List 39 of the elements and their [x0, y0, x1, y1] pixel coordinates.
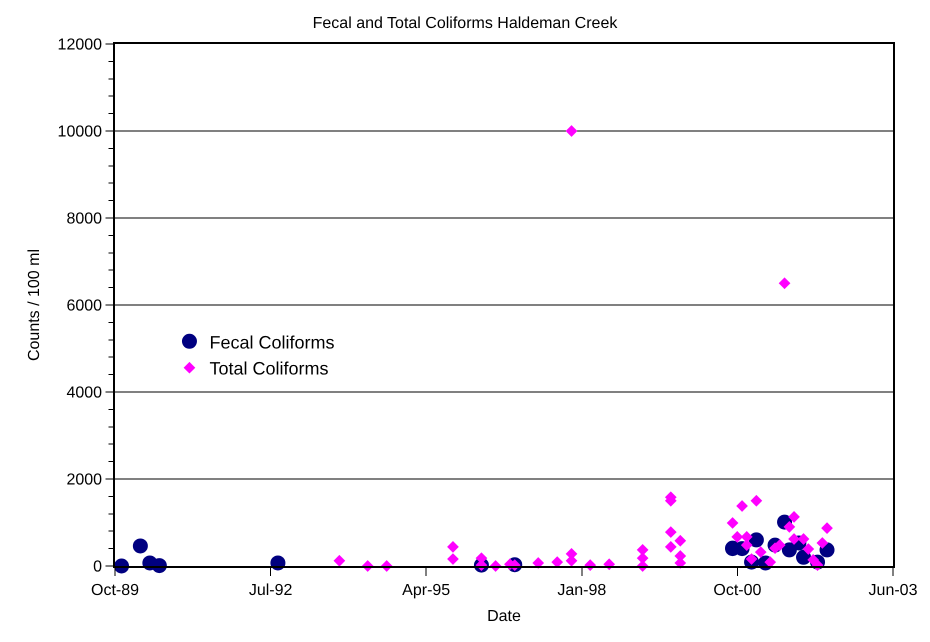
x-tick-label: Jan-98: [557, 582, 606, 599]
point: [532, 557, 544, 569]
point: [788, 511, 800, 523]
point: [726, 517, 738, 529]
y-tick-label: 2000: [66, 472, 102, 489]
point: [447, 553, 459, 565]
point: [750, 494, 762, 507]
point: [664, 541, 677, 553]
point: [754, 546, 767, 558]
x-tick-label: Oct-00: [713, 582, 762, 599]
point: [566, 125, 578, 137]
point: [132, 538, 148, 554]
point: [731, 531, 744, 543]
y-tick-label: 8000: [66, 210, 102, 228]
point: [748, 532, 764, 548]
point: [736, 500, 748, 512]
x-axis-title: Date: [487, 608, 521, 626]
y-axis-title: Counts / 100 ml: [26, 248, 43, 362]
point: [636, 544, 648, 556]
point: [802, 543, 814, 555]
y-tick-label: 4000: [66, 384, 102, 402]
point: [816, 537, 828, 549]
point: [447, 541, 459, 553]
legend-label: Total Coliforms: [209, 358, 328, 379]
y-tick-label: 10000: [58, 124, 102, 141]
legend-label: Fecal Coliforms: [209, 332, 334, 352]
x-tick-label: Jul-92: [248, 582, 292, 599]
x-tick-label: Apr-95: [402, 582, 450, 599]
chart-title: Fecal and Total Coliforms Haldeman Creek: [312, 15, 618, 32]
point: [778, 277, 790, 290]
point: [821, 522, 833, 534]
y-tick-label: 6000: [66, 298, 102, 315]
x-tick-label: Oct-89: [90, 582, 140, 599]
x-tick-label: Jun-03: [868, 582, 918, 599]
point: [334, 554, 346, 567]
point: [664, 526, 677, 538]
y-tick-label: 0: [93, 558, 102, 576]
point: [674, 534, 686, 547]
y-tick-label: 12000: [58, 36, 102, 54]
